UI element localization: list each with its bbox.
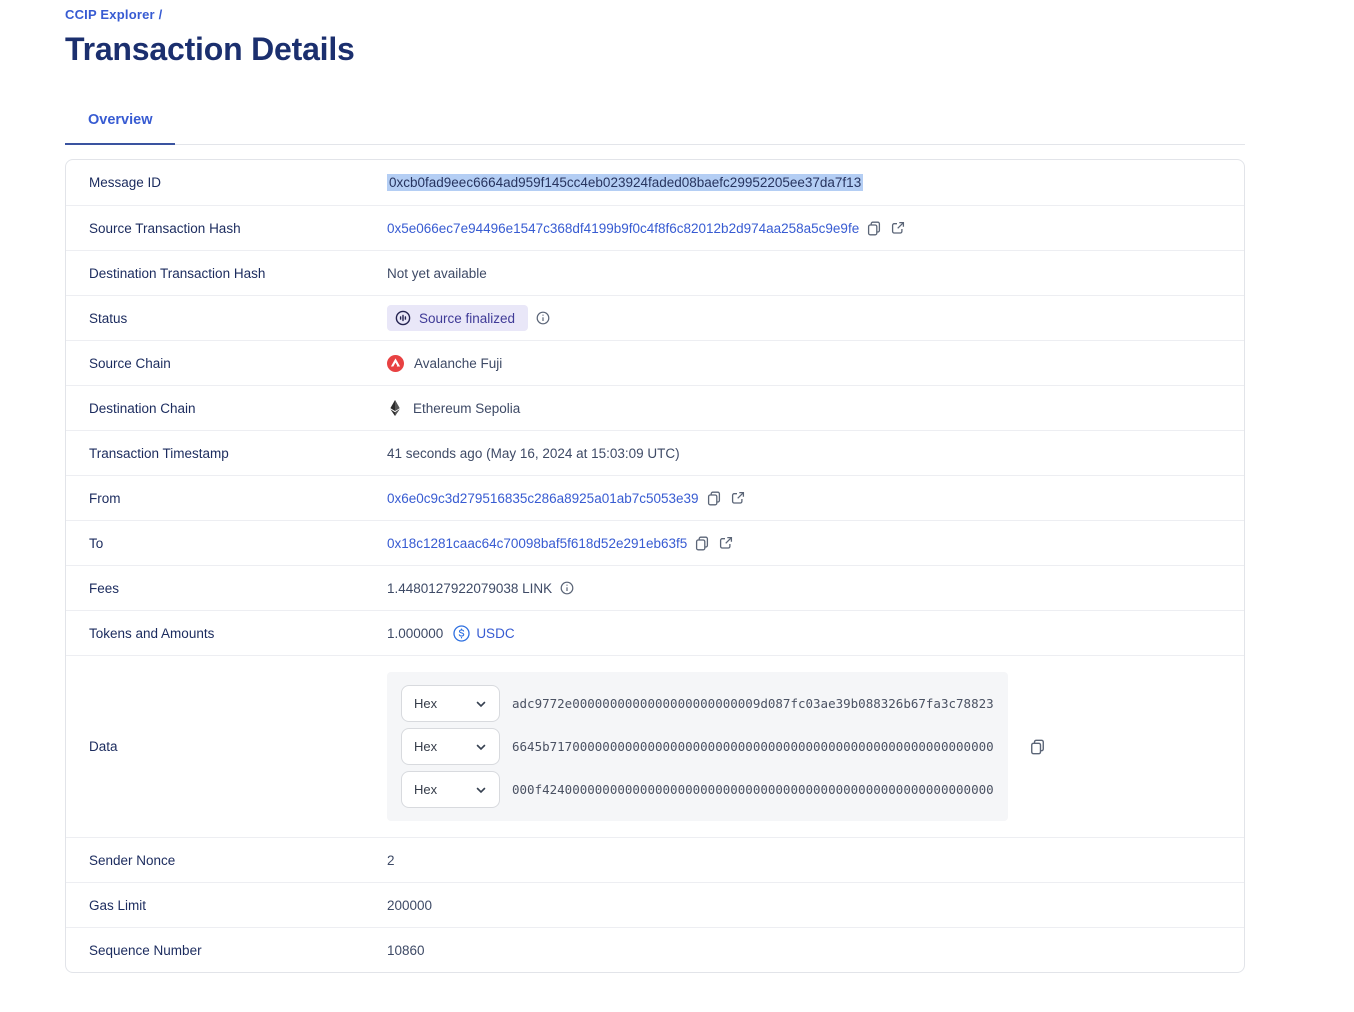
row-label: Gas Limit — [89, 897, 147, 913]
tab-bar: Overview — [65, 112, 1245, 145]
breadcrumb-separator: / — [158, 7, 163, 22]
external-link-icon — [731, 491, 745, 505]
copy-button[interactable] — [707, 491, 721, 506]
data-line-1: Hex adc9772e0000000000000000000000009d08… — [401, 685, 994, 722]
external-link-icon — [719, 536, 733, 550]
breadcrumb-ccip-explorer-link[interactable]: CCIP Explorer — [65, 7, 155, 22]
data-format-value: Hex — [414, 739, 438, 754]
data-hex-panel: Hex adc9772e0000000000000000000000009d08… — [387, 672, 1008, 821]
source-tx-hash-link[interactable]: 0x5e066ec7e94496e1547c368df4199b9f0c4f8f… — [387, 220, 860, 236]
row-label: Message ID — [89, 175, 162, 190]
copy-icon — [867, 221, 881, 236]
row-label: Destination Transaction Hash — [89, 265, 266, 281]
timestamp-value: 41 seconds ago (May 16, 2024 at 15:03:09… — [387, 445, 680, 461]
fees-value: 1.4480127922079038 LINK — [387, 580, 553, 596]
row-label: Destination Chain — [89, 400, 196, 416]
row-sequence-number: Sequence Number 10860 — [66, 927, 1244, 972]
row-label: Fees — [89, 580, 120, 596]
destination-chain-value: Ethereum Sepolia — [387, 399, 520, 417]
info-icon — [536, 311, 550, 325]
row-sender-nonce: Sender Nonce 2 — [66, 837, 1244, 882]
data-hex-line: adc9772e0000000000000000000000009d087fc0… — [512, 696, 994, 711]
tab-overview[interactable]: Overview — [65, 112, 175, 145]
data-format-select[interactable]: Hex — [401, 771, 500, 808]
data-line-2: Hex 6645b7170000000000000000000000000000… — [401, 728, 994, 765]
external-link-button[interactable] — [891, 221, 905, 235]
copy-icon — [1030, 739, 1045, 755]
transaction-details-page: CCIP Explorer / Transaction Details Over… — [65, 7, 1245, 973]
info-icon — [560, 581, 574, 595]
data-format-value: Hex — [414, 782, 438, 797]
destination-tx-hash-value: Not yet available — [387, 265, 487, 281]
row-fees: Fees 1.4480127922079038 LINK — [66, 565, 1244, 610]
status-badge: Source finalized — [387, 305, 529, 331]
row-label: Status — [89, 310, 128, 326]
data-format-select[interactable]: Hex — [401, 728, 500, 765]
row-from: From 0x6e0c9c3d279516835c286a8925a01ab7c… — [66, 475, 1244, 520]
to-address-link[interactable]: 0x18c1281caac64c70098baf5f618d52e291eb63… — [387, 535, 688, 551]
gas-limit-value: 200000 — [387, 897, 433, 913]
destination-chain-name: Ethereum Sepolia — [413, 400, 521, 416]
message-id-value[interactable]: 0xcb0fad9eec6664ad959f145cc4eb023924fade… — [387, 174, 864, 191]
row-source-chain: Source Chain Avalanche Fuji — [66, 340, 1244, 385]
fees-info-button[interactable] — [560, 581, 574, 595]
row-message-id: Message ID 0xcb0fad9eec6664ad959f145cc4e… — [66, 160, 1244, 205]
row-data: Data Hex adc9772e000000000000000000000 — [66, 655, 1244, 837]
row-transaction-timestamp: Transaction Timestamp 41 seconds ago (Ma… — [66, 430, 1244, 475]
chevron-down-icon — [475, 784, 487, 796]
external-link-icon — [891, 221, 905, 235]
data-hex-line: 000f424000000000000000000000000000000000… — [512, 782, 994, 797]
data-line-3: Hex 000f42400000000000000000000000000000… — [401, 771, 994, 808]
token-amount-value: 1.000000 — [387, 625, 444, 641]
data-format-value: Hex — [414, 696, 438, 711]
row-label: Transaction Timestamp — [89, 445, 229, 461]
copy-data-button[interactable] — [1030, 739, 1045, 755]
row-destination-chain: Destination Chain Ethereum Sepolia — [66, 385, 1244, 430]
row-destination-transaction-hash: Destination Transaction Hash Not yet ava… — [66, 250, 1244, 295]
row-status: Status Source finalized — [66, 295, 1244, 340]
source-chain-value: Avalanche Fuji — [387, 354, 503, 372]
row-label: Source Transaction Hash — [89, 220, 241, 236]
usdc-token-icon — [453, 624, 470, 642]
transaction-details-table: Message ID 0xcb0fad9eec6664ad959f145cc4e… — [65, 159, 1245, 973]
token-symbol-link[interactable]: USDC — [476, 625, 515, 641]
source-chain-name: Avalanche Fuji — [414, 355, 503, 371]
copy-icon — [707, 491, 721, 506]
sender-nonce-value: 2 — [387, 852, 395, 868]
chevron-down-icon — [475, 741, 487, 753]
row-label: Sender Nonce — [89, 852, 176, 868]
copy-button[interactable] — [695, 536, 709, 551]
row-label: To — [89, 535, 104, 551]
row-label: Source Chain — [89, 355, 171, 371]
data-hex-line: 6645b71700000000000000000000000000000000… — [512, 739, 994, 754]
external-link-button[interactable] — [731, 491, 745, 505]
ethereum-logo-icon — [389, 399, 401, 417]
row-label: Data — [89, 739, 118, 754]
avalanche-logo-icon — [387, 354, 404, 372]
from-address-link[interactable]: 0x6e0c9c3d279516835c286a8925a01ab7c5053e… — [387, 490, 699, 506]
sequence-number-value: 10860 — [387, 942, 425, 958]
signal-circle-icon — [395, 310, 411, 326]
page-title: Transaction Details — [65, 31, 355, 67]
data-format-select[interactable]: Hex — [401, 685, 500, 722]
row-label: From — [89, 490, 121, 506]
row-gas-limit: Gas Limit 200000 — [66, 882, 1244, 927]
copy-icon — [695, 536, 709, 551]
status-badge-label: Source finalized — [419, 310, 516, 326]
copy-button[interactable] — [867, 221, 881, 236]
row-tokens-and-amounts: Tokens and Amounts 1.000000 USDC — [66, 610, 1244, 655]
breadcrumb: CCIP Explorer / — [65, 7, 1245, 22]
row-label: Sequence Number — [89, 942, 202, 958]
row-to: To 0x18c1281caac64c70098baf5f618d52e291e… — [66, 520, 1244, 565]
row-label: Tokens and Amounts — [89, 625, 215, 641]
row-source-transaction-hash: Source Transaction Hash 0x5e066ec7e94496… — [66, 205, 1244, 250]
status-info-button[interactable] — [536, 311, 550, 325]
chevron-down-icon — [475, 698, 487, 710]
external-link-button[interactable] — [719, 536, 733, 550]
